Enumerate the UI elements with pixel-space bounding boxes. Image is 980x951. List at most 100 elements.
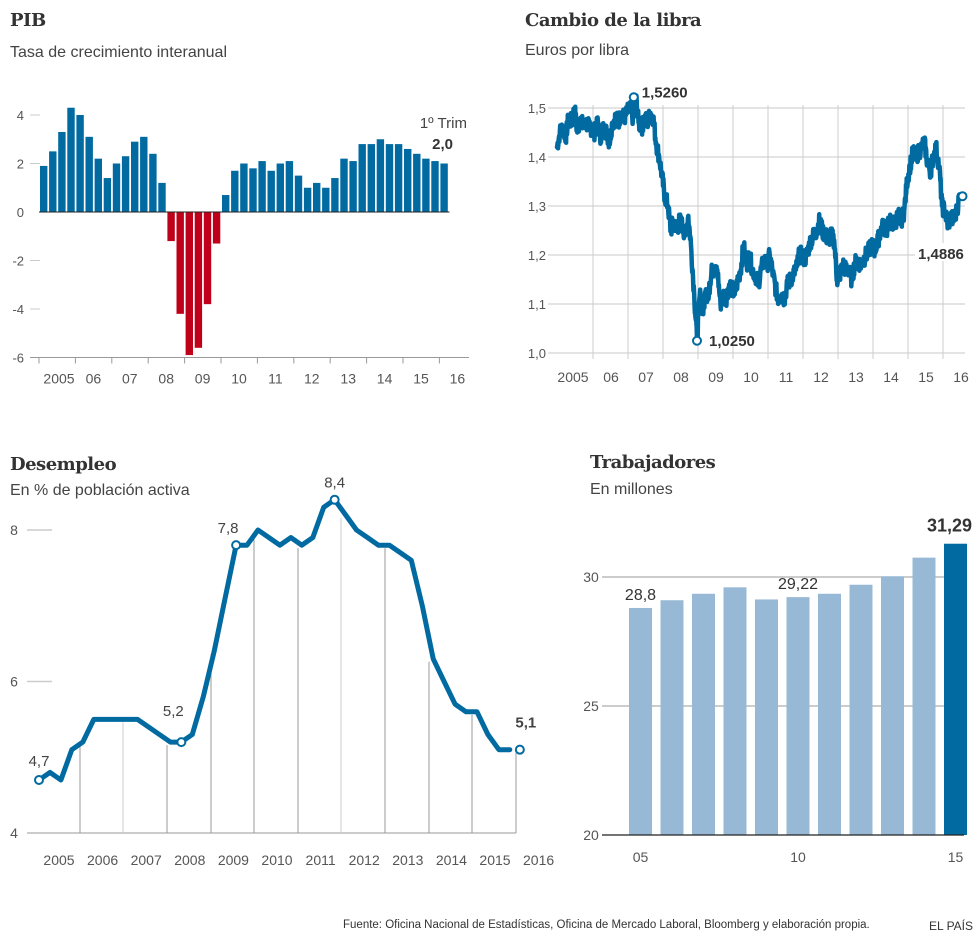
bar (231, 170, 239, 212)
bar (294, 175, 303, 212)
bar (629, 607, 652, 835)
series-line (554, 93, 962, 344)
x-tick-label: 15 (948, 849, 964, 865)
x-tick-label: 2005 (557, 369, 588, 385)
trabajadores-chart: 30 25 20 05 10 15 28,8 29,22 31,29 (583, 516, 972, 865)
x-tick-label: 2010 (261, 852, 292, 868)
x-tick-label: 13 (340, 371, 356, 387)
data-label: 29,22 (778, 576, 818, 593)
y-tick-label: 0 (17, 205, 24, 220)
max-label: 1,5260 (642, 84, 688, 101)
desempleo-subtitle: En % de población activa (10, 482, 190, 499)
pib-subtitle: Tasa de crecimiento interanual (10, 44, 228, 61)
x-tick-label: 16 (450, 371, 466, 387)
point-marker (514, 744, 525, 755)
bar (85, 136, 93, 212)
bar (249, 168, 257, 212)
bar (404, 148, 412, 212)
bar (149, 153, 157, 212)
x-tick-label: 2007 (131, 852, 162, 868)
data-label: 4,7 (29, 753, 50, 770)
data-label: 5,1 (515, 715, 536, 732)
bar (267, 170, 275, 212)
bar (786, 597, 810, 835)
bar (723, 587, 747, 835)
x-tick-label: 10 (231, 371, 247, 387)
y-tick-label: 4 (10, 825, 18, 841)
x-tick-label: 09 (195, 371, 211, 387)
y-tick-label: 1,4 (528, 150, 546, 165)
y-tick-label: 1,2 (528, 248, 546, 263)
desempleo-title: Desempleo (10, 454, 117, 475)
point-marker (176, 737, 187, 748)
bar (185, 212, 193, 356)
bar (258, 161, 266, 212)
x-tick-label: 14 (377, 371, 393, 387)
x-tick-label: 09 (708, 369, 724, 385)
label-background (915, 243, 971, 261)
bar (131, 141, 139, 212)
x-tick-label: 15 (413, 371, 429, 387)
bar (240, 163, 248, 212)
x-tick-label: 10 (790, 849, 806, 865)
y-tick-label: 2 (17, 157, 24, 172)
bar (203, 212, 212, 305)
bar (431, 161, 439, 212)
x-tick-label: 05 (633, 849, 649, 865)
bar (376, 139, 385, 212)
bar (194, 212, 203, 348)
bar (212, 212, 221, 244)
libra-title: Cambio de la libra (525, 10, 702, 31)
x-tick-label: 2013 (392, 852, 423, 868)
x-tick-label: 11 (268, 371, 283, 387)
x-tick-label: 11 (779, 369, 794, 385)
bar (912, 557, 936, 835)
bar (49, 151, 57, 212)
bar (322, 187, 330, 212)
point-marker (34, 774, 44, 785)
x-tick-label: 2016 (523, 852, 554, 868)
bar (881, 576, 904, 835)
y-tick-label: 1,3 (528, 199, 546, 214)
x-tick-label: 16 (953, 369, 969, 385)
y-tick-label: 1,5 (528, 101, 546, 116)
min-label: 1,0250 (709, 333, 755, 350)
x-tick-label: 2005 (43, 371, 74, 387)
y-tick-label: -2 (12, 254, 24, 269)
x-tick-label: 12 (304, 371, 320, 387)
x-tick-label: 2012 (349, 852, 380, 868)
libra-chart: 1,5 1,4 1,3 1,2 1,1 1,0 2005 06 07 08 09 10 11 12 13 14… (528, 84, 971, 385)
bar (358, 144, 366, 212)
bar (167, 212, 175, 242)
bar (755, 599, 778, 835)
y-tick-label: 1,0 (528, 346, 546, 361)
x-tick-label: 2005 (43, 852, 74, 868)
y-tick-label: 20 (583, 827, 599, 843)
x-tick-label: 13 (848, 369, 864, 385)
x-tick-label: 08 (158, 371, 174, 387)
x-tick-label: 15 (918, 369, 934, 385)
bar (94, 158, 102, 212)
bar (349, 161, 357, 212)
annotation-value: 2,0 (432, 136, 453, 153)
trabajadores-title: Trabajadores (590, 452, 716, 473)
x-tick-label: 08 (673, 369, 689, 385)
data-label: 8,4 (324, 475, 345, 492)
point-marker (329, 494, 340, 505)
bar (176, 212, 184, 314)
data-label: 28,8 (625, 587, 656, 604)
latest-point-marker (957, 191, 968, 202)
bar (367, 144, 375, 212)
y-tick-label: 1,1 (528, 297, 546, 312)
bar (40, 165, 48, 212)
bar (385, 144, 394, 212)
point-marker (231, 540, 242, 551)
y-tick-label: 8 (10, 522, 18, 538)
bar (422, 158, 430, 212)
bar (121, 156, 130, 212)
data-label: 5,2 (163, 703, 184, 720)
bar (222, 195, 230, 212)
desempleo-chart: 8 6 4 2005 2006 2007 2008 2009 2010 2011 2012 2013 2… (10, 475, 554, 868)
bar (276, 163, 284, 212)
data-label: 7,8 (218, 520, 239, 537)
